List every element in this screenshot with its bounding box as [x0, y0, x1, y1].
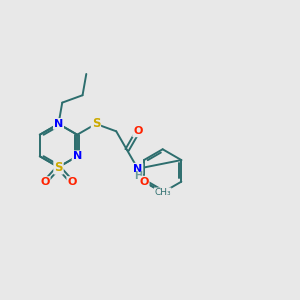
Text: N: N	[54, 119, 63, 129]
Text: O: O	[139, 177, 148, 187]
Text: S: S	[92, 117, 100, 130]
Text: N: N	[73, 151, 82, 161]
Text: O: O	[40, 177, 50, 187]
Text: O: O	[133, 126, 142, 136]
Text: O: O	[67, 177, 77, 187]
Text: H: H	[134, 171, 142, 181]
Text: S: S	[54, 160, 63, 174]
Text: CH₃: CH₃	[154, 188, 171, 197]
Text: N: N	[133, 164, 142, 174]
